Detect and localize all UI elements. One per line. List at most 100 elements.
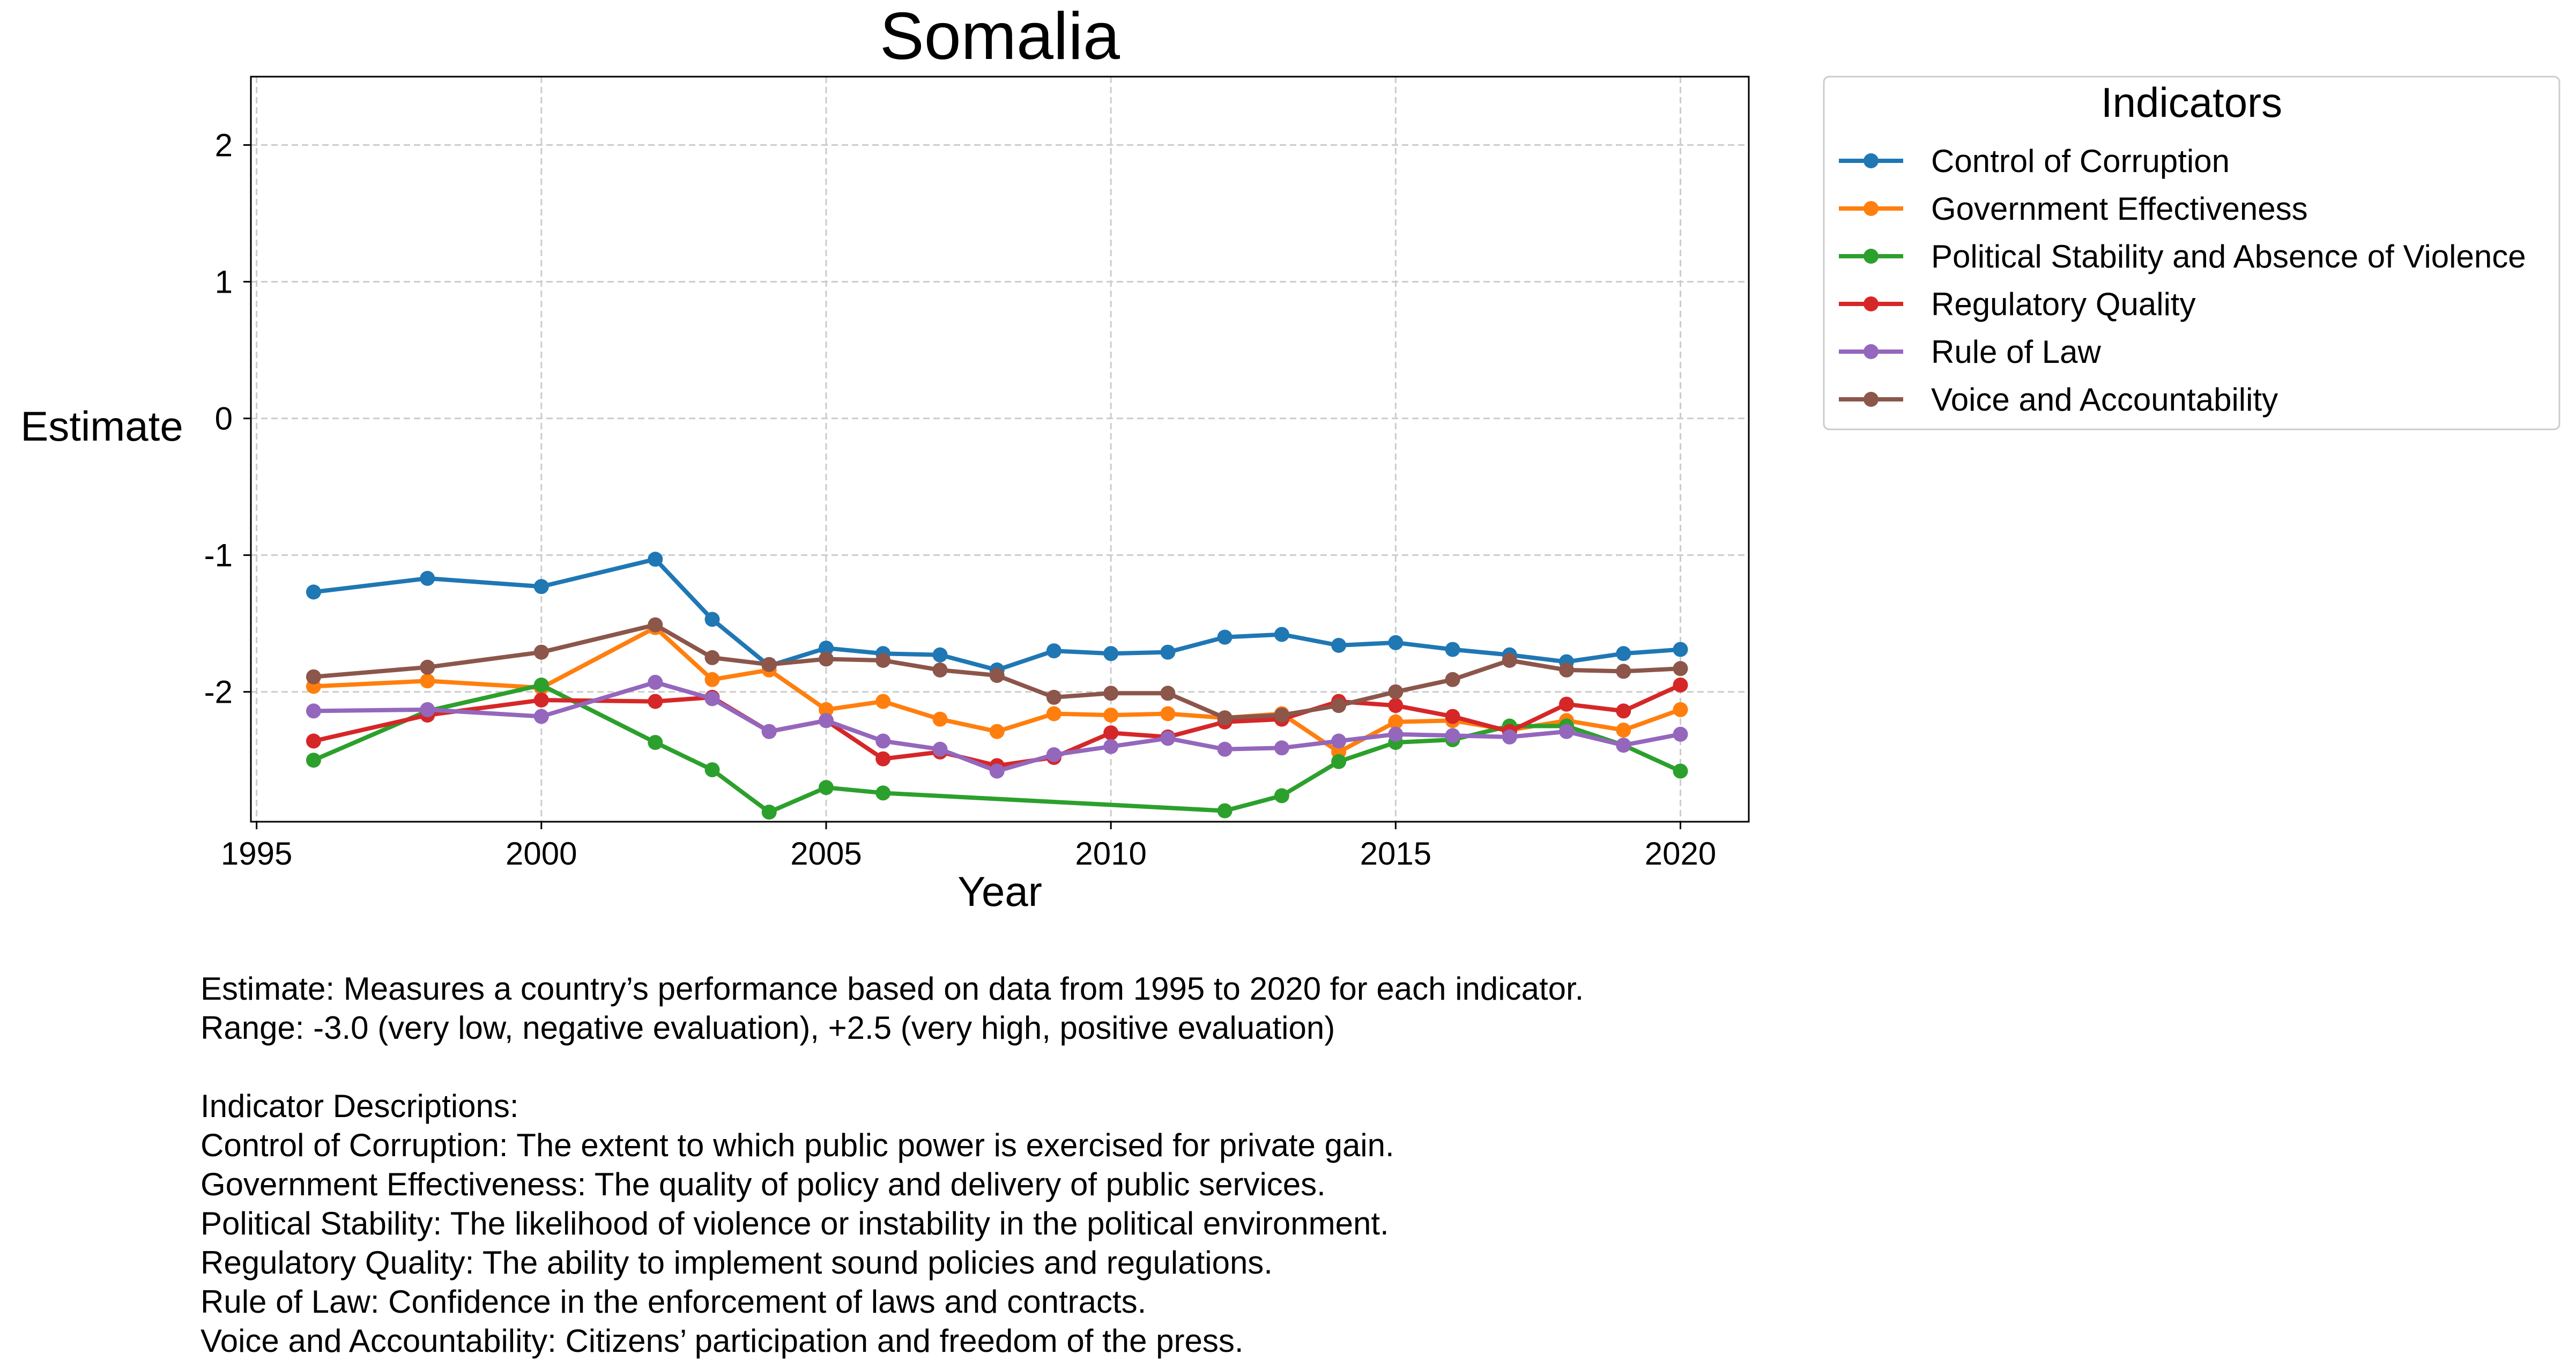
data-point — [533, 709, 549, 724]
data-point — [819, 651, 834, 667]
data-point — [761, 724, 777, 739]
legend-swatch-marker — [1864, 153, 1879, 168]
legend-label: Regulatory Quality — [1931, 286, 2196, 322]
data-point — [761, 657, 777, 672]
data-point — [648, 617, 663, 633]
legend-title: Indicators — [2101, 79, 2282, 126]
legend-swatch-marker — [1864, 344, 1879, 359]
data-point — [1103, 708, 1119, 723]
data-point — [875, 733, 891, 749]
legend-item: Control of Corruption — [1839, 143, 2230, 179]
notes-block: Estimate: Measures a country’s performan… — [201, 969, 1584, 1360]
data-point — [819, 780, 834, 795]
data-point — [420, 702, 435, 717]
description-control-of-corruption: Control of Corruption: The extent to whi… — [201, 1127, 1394, 1163]
y-axis-label: Estimate — [20, 403, 183, 450]
data-point — [648, 552, 663, 567]
legend-item: Political Stability and Absence of Viole… — [1839, 239, 2526, 274]
legend-items: Control of Corruption Government Effectiv… — [1839, 143, 2526, 418]
legend-label: Control of Corruption — [1931, 143, 2230, 179]
plot-area-frame — [250, 76, 1750, 823]
data-point — [1217, 803, 1233, 819]
chart-title: Somalia — [880, 0, 1120, 73]
y-tick-label: -1 — [204, 538, 233, 574]
data-point — [761, 805, 777, 820]
data-point — [1217, 710, 1233, 726]
data-point — [1616, 738, 1631, 753]
data-point — [1559, 696, 1574, 712]
data-point — [1445, 728, 1460, 743]
description-government-effectiveness: Government Effectiveness: The quality of… — [201, 1166, 1326, 1202]
data-point — [1673, 642, 1688, 657]
data-point — [1388, 698, 1404, 713]
data-point — [1274, 788, 1289, 803]
data-point — [875, 694, 891, 709]
estimate-note: Estimate: Measures a country’s performan… — [201, 971, 1584, 1007]
data-point — [1217, 741, 1233, 757]
series-line — [311, 622, 1683, 720]
x-tick-label: 2000 — [506, 836, 577, 872]
x-tick-label: 1995 — [221, 836, 292, 872]
data-point — [1103, 686, 1119, 701]
data-point — [648, 694, 663, 709]
axis-ticks: 1995 2000 2005 2010 2015 2020 2 1 0 -1 -2 — [204, 128, 1717, 872]
data-point — [932, 662, 948, 678]
description-regulatory-quality: Regulatory Quality: The ability to imple… — [201, 1245, 1273, 1281]
y-tick-label: 1 — [215, 264, 233, 300]
x-tick-label: 2015 — [1360, 836, 1431, 872]
data-point — [1502, 729, 1517, 745]
data-point — [1388, 635, 1404, 650]
data-point — [1673, 726, 1688, 742]
description-voice-and-accountability: Voice and Accountability: Citizens’ part… — [201, 1323, 1244, 1359]
data-point — [1616, 646, 1631, 661]
data-point — [704, 691, 720, 706]
description-political-stability: Political Stability: The likelihood of v… — [201, 1206, 1389, 1241]
notes-spacer — [201, 1047, 1584, 1087]
y-tick-label: 0 — [215, 401, 233, 437]
data-point — [819, 641, 834, 656]
data-point — [989, 763, 1005, 779]
data-point — [1160, 686, 1176, 701]
legend-label: Rule of Law — [1931, 334, 2102, 370]
data-point — [932, 711, 948, 727]
data-point — [1160, 731, 1176, 746]
data-point — [1388, 726, 1404, 742]
data-point — [1046, 689, 1061, 705]
legend-swatch-marker — [1864, 392, 1879, 407]
range-note: Range: -3.0 (very low, negative evaluati… — [201, 1010, 1335, 1046]
data-point — [1388, 714, 1404, 730]
data-point — [1502, 653, 1517, 668]
grid — [251, 77, 1749, 822]
data-point — [306, 584, 321, 600]
x-tick-label: 2010 — [1075, 836, 1146, 872]
data-point — [1217, 629, 1233, 645]
x-axis-label: Year — [957, 868, 1042, 915]
legend-item: Regulatory Quality — [1839, 286, 2196, 322]
data-point — [1274, 627, 1289, 642]
legend-label: Government Effectiveness — [1931, 191, 2308, 227]
data-point — [1673, 678, 1688, 693]
data-point — [875, 785, 891, 801]
data-point — [989, 724, 1005, 739]
data-point — [1046, 747, 1061, 762]
data-point — [932, 647, 948, 663]
data-point — [1559, 724, 1574, 739]
data-point — [533, 678, 549, 693]
data-point — [1331, 733, 1347, 749]
legend-item: Government Effectiveness — [1839, 191, 2308, 227]
data-point — [1445, 672, 1460, 687]
legend-swatch-marker — [1864, 249, 1879, 264]
data-point — [533, 693, 549, 708]
data-point — [875, 653, 891, 668]
data-point — [306, 753, 321, 768]
data-point — [704, 672, 720, 687]
data-point — [1673, 763, 1688, 779]
data-point — [1274, 740, 1289, 756]
data-point — [1046, 706, 1061, 721]
data-point — [420, 571, 435, 586]
data-point — [1331, 698, 1347, 713]
data-point — [306, 733, 321, 749]
data-point — [1445, 642, 1460, 657]
data-point — [1673, 661, 1688, 676]
